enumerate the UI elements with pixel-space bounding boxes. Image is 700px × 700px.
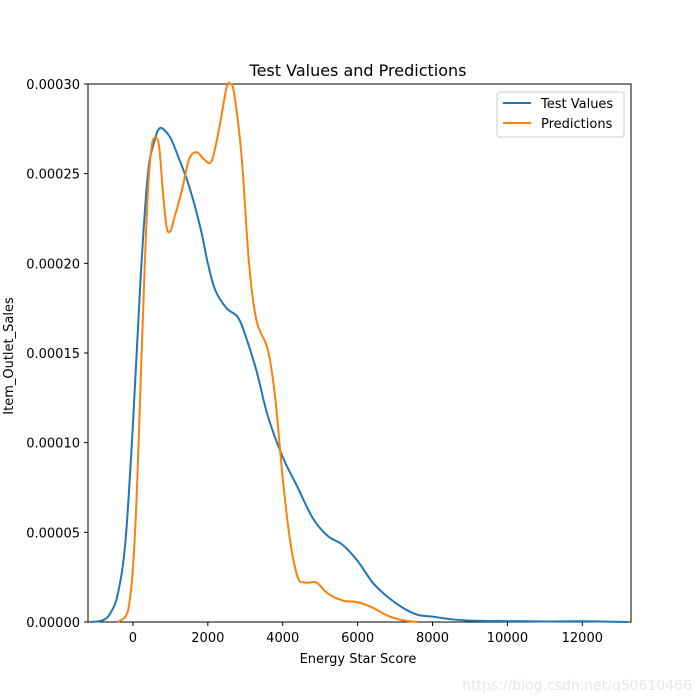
series-lines (91, 81, 628, 623)
x-axis-label: Energy Star Score (300, 652, 417, 667)
x-tick-label: 6000 (341, 631, 374, 646)
y-tick-label: 0.00030 (26, 78, 80, 93)
series-line-test-values (91, 126, 628, 623)
x-axis: 0 2000 4000 6000 8000 10000 12000 (129, 622, 603, 646)
legend-label-test-values: Test Values (540, 97, 613, 112)
y-tick-label: 0.00005 (26, 526, 80, 541)
series-line-predictions (117, 81, 418, 623)
plot-frame (87, 83, 632, 623)
watermark: https://blog.csdn.net/q50610466 (462, 678, 692, 694)
x-tick-label: 10000 (487, 631, 528, 646)
x-tick-label: 8000 (416, 631, 449, 646)
legend: Test Values Predictions (496, 91, 625, 138)
y-tick-label: 0.00000 (26, 616, 80, 631)
y-axis-label: Item_Outlet_Sales (2, 297, 17, 415)
x-tick-label: 12000 (562, 631, 603, 646)
legend-label-predictions: Predictions (541, 117, 613, 132)
y-tick-label: 0.00020 (26, 257, 80, 272)
y-tick-label: 0.00010 (26, 437, 80, 452)
chart-title: Test Values and Predictions (249, 61, 467, 80)
x-tick-label: 0 (129, 631, 137, 646)
y-axis: 0.00000 0.00005 0.00010 0.00015 0.00020 0.000… (26, 78, 88, 631)
y-tick-label: 0.00015 (26, 347, 80, 362)
y-tick-label: 0.00025 (26, 168, 80, 183)
x-tick-label: 4000 (266, 631, 299, 646)
x-tick-label: 2000 (191, 631, 224, 646)
